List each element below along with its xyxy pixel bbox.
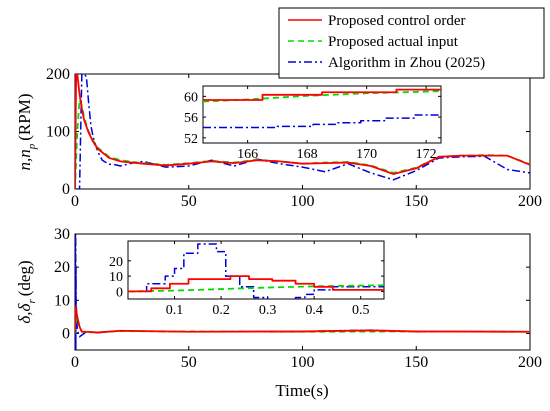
bottom-inset-series-2: [128, 243, 384, 299]
top-xtick-label: 50: [181, 193, 197, 210]
bottom-inset-series: [128, 243, 384, 299]
top-series-0: [75, 74, 530, 189]
top-inset-series-2: [203, 114, 441, 129]
top-y-label-unit: (RPM): [15, 94, 34, 141]
bottom-ytick-label: 30: [54, 226, 70, 243]
bottom-inset-xtick-label: 0.5: [352, 303, 370, 318]
bottom-y-label: δ,δr (deg): [15, 260, 38, 323]
bottom-xtick-label: 0: [71, 354, 79, 371]
top-inset-series: [203, 88, 441, 129]
top-plot-series: [75, 74, 530, 189]
bottom-inset-series-1: [128, 284, 384, 293]
top-y-label: n,np (RPM): [15, 94, 38, 171]
bottom-y-label-main: δ,δ: [15, 302, 34, 323]
top-y-label-sub: p: [26, 143, 38, 150]
bottom-inset-xtick-label: 0.2: [212, 303, 230, 318]
top-series-2: [75, 74, 530, 189]
top-xtick-label: 100: [291, 193, 315, 210]
legend: Proposed control order Proposed actual i…: [278, 7, 545, 79]
bottom-xtick-label: 150: [404, 354, 428, 371]
bottom-inset-ytick-label: 20: [109, 255, 123, 270]
top-inset: 166 168 170 172 52 56 60: [184, 85, 442, 162]
bottom-xtick-label: 100: [291, 354, 315, 371]
bottom-inset-xtick-label: 0.4: [305, 303, 323, 318]
legend-box: [278, 7, 545, 79]
bottom-inset-xtick-label: 0.3: [259, 303, 277, 318]
top-inset-series-0: [203, 88, 441, 101]
bottom-ytick-label: 0: [62, 325, 70, 342]
bottom-xtick-label: 50: [181, 354, 197, 371]
top-xtick-label: 0: [71, 193, 79, 210]
top-inset-xtick-label: 170: [356, 147, 377, 162]
top-xtick-label: 150: [404, 193, 428, 210]
top-ytick-label: 200: [46, 66, 70, 83]
bottom-ytick-label: 20: [54, 259, 70, 276]
top-inset-xtick-label: 172: [416, 147, 437, 162]
top-plot-ticks: 0 50 100 150 200 0 100 200: [46, 66, 542, 210]
top-y-label-main: n,n: [15, 149, 34, 170]
top-inset-ytick-label: 60: [184, 90, 198, 105]
top-inset-ticks: 166 168 170 172 52 56 60: [184, 86, 441, 162]
bottom-x-label: Time(s): [275, 381, 328, 400]
bottom-plot-series: [75, 234, 530, 350]
bottom-y-label-unit: (deg): [15, 260, 34, 296]
bottom-inset-ytick-label: 0: [116, 285, 123, 300]
legend-entry-control: Proposed control order: [328, 13, 465, 29]
bottom-inset-ytick-label: 10: [109, 270, 123, 285]
bottom-ytick-label: 10: [54, 292, 70, 309]
bottom-series-0: [75, 306, 530, 334]
top-inset-series-1: [203, 90, 441, 103]
top-inset-xtick-label: 166: [237, 147, 258, 162]
top-inset-ytick-label: 56: [184, 111, 198, 126]
top-ytick-label: 100: [46, 124, 70, 141]
top-xtick-label: 200: [518, 193, 542, 210]
bottom-xtick-label: 200: [518, 354, 542, 371]
bottom-inset-series-0: [128, 275, 384, 293]
top-inset-ytick-label: 52: [184, 132, 198, 147]
bottom-inset-xtick-label: 0.1: [166, 303, 184, 318]
legend-entry-zhou: Algorithm in Zhou (2025): [328, 55, 485, 71]
top-ytick-label: 0: [62, 181, 70, 198]
bottom-y-label-sub: r: [26, 299, 38, 304]
top-inset-xtick-label: 168: [297, 147, 318, 162]
legend-entry-actual: Proposed actual input: [328, 34, 459, 50]
